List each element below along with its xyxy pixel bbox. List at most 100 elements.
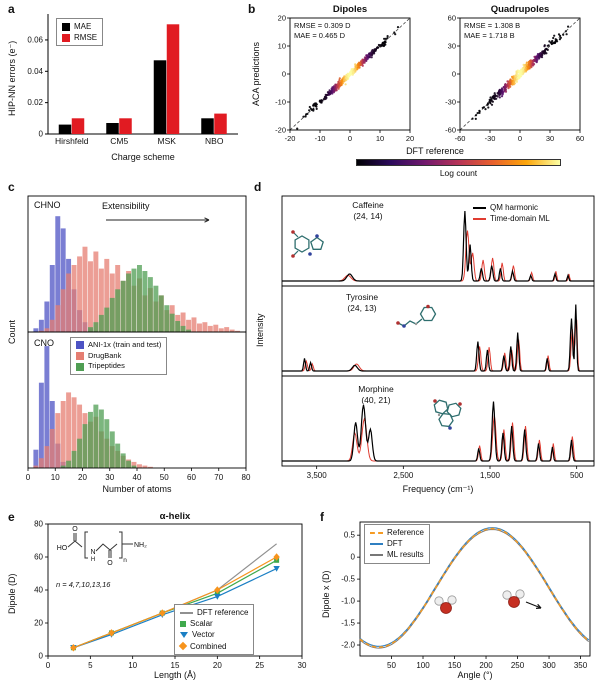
hist-bar — [218, 328, 224, 332]
x-tick-label: 20 — [78, 473, 87, 482]
qm-spectrum-line — [282, 304, 594, 372]
x-tick-label: 1,500 — [480, 471, 501, 480]
scatter-point — [518, 70, 521, 73]
hist-bar — [77, 256, 83, 332]
hist-bar — [147, 277, 153, 332]
reference-dash-swatch-icon — [370, 531, 383, 534]
scatter-point — [349, 71, 352, 74]
x-tick-label: 15 — [171, 661, 180, 670]
x-tick-label: -10 — [315, 134, 326, 143]
scatter-point — [515, 75, 518, 78]
spectra-charts-svg: 3,500 2,500 1,500 500 — [281, 195, 595, 480]
scatter-point — [384, 37, 387, 41]
x-tick-label: 30 — [298, 661, 307, 670]
atom-dot — [402, 324, 406, 328]
scatter-point — [520, 69, 523, 72]
bar-rmse-msk — [166, 24, 180, 134]
hist-bar — [137, 464, 142, 468]
legend-label-combined: Combined — [190, 641, 227, 651]
legend-item-ml: Time-domain ML — [473, 214, 550, 223]
panel-b: b -20 -10 0 10 20 -20 -10 0 10 20 -60 -30 0 30 60 -60 -3… — [246, 2, 600, 178]
scatter-point — [296, 127, 299, 130]
hist-bar — [60, 289, 66, 332]
atom-label-o: O — [72, 526, 78, 533]
scatter-point — [474, 117, 477, 120]
marker-diamond — [108, 629, 115, 637]
marker-triangle-down — [273, 565, 280, 572]
x-tick-label: 350 — [574, 661, 588, 670]
scatter-point — [336, 85, 339, 88]
x-tick-label: -60 — [455, 134, 466, 143]
scatter-point — [522, 70, 525, 73]
scatter-point — [471, 117, 474, 120]
quadrupoles-title: Quadrupoles — [490, 4, 550, 15]
legend-label-mae: MAE — [74, 22, 92, 31]
rmse-swatch-icon — [62, 33, 70, 42]
scatter-point — [511, 79, 514, 82]
y-tick-label: -30 — [445, 98, 456, 107]
scatter-point — [308, 109, 311, 112]
hist-bar — [224, 327, 230, 332]
y-tick-label: -1.5 — [341, 619, 355, 628]
scatter-point — [362, 61, 366, 64]
scatter-point — [536, 58, 539, 61]
tyrosine-name: Tyrosine — [345, 292, 379, 302]
x-tick-label: 30 — [546, 134, 554, 143]
y-tick-label: 60 — [34, 553, 43, 562]
bar-rmse-hirshfeld — [71, 118, 85, 134]
legend-label-reference: Reference — [387, 528, 424, 537]
bar-mae-hirshfeld — [58, 124, 72, 134]
scatter-point — [381, 41, 384, 44]
legend-label-ml: Time-domain ML — [490, 214, 550, 224]
quadrupoles-stats: RMSE = 1.308 B MAE = 1.718 B — [464, 21, 520, 41]
panel-label-b: b — [248, 2, 256, 16]
x-tick-label: 300 — [542, 661, 556, 670]
scatter-point — [508, 81, 511, 84]
double-bond — [108, 550, 112, 558]
hist-bar — [44, 301, 50, 332]
hist-bar — [109, 297, 115, 332]
x-tick-label: 60 — [576, 134, 584, 143]
x-axis-title-d: Frequency (cm⁻¹) — [402, 484, 474, 494]
scatter-point — [562, 33, 565, 36]
legend-f: Reference DFT ML results — [364, 524, 430, 564]
hist-bar — [44, 446, 50, 468]
legend-e: DFT reference Scalar Vector Combined — [174, 604, 255, 655]
legend-item-qm: QM harmonic — [473, 203, 550, 212]
legend-label-tripeptides: Tripeptides — [88, 361, 125, 371]
scatter-point — [342, 76, 345, 79]
scatter-point — [312, 103, 315, 106]
scatter-point — [382, 44, 385, 47]
cno-tag: CNO — [34, 338, 54, 348]
hist-bar — [104, 258, 110, 332]
ring-bond — [419, 306, 437, 322]
x-tick-label: 250 — [511, 661, 525, 670]
scatter-point — [511, 76, 514, 79]
scatter-point — [347, 75, 350, 78]
hist-bar — [131, 465, 137, 468]
scatter-point — [487, 106, 490, 109]
scatter-point — [334, 85, 337, 88]
scatter-point — [308, 105, 311, 109]
scatter-point — [335, 87, 338, 90]
scatter-point — [386, 37, 389, 40]
atom-dot — [437, 413, 441, 417]
scatter-point — [537, 55, 540, 58]
hist-bar — [158, 295, 164, 332]
scatter-point — [332, 89, 335, 92]
panel-label-d: d — [254, 180, 262, 194]
scatter-point — [548, 40, 551, 43]
hist-bar — [169, 313, 175, 332]
morphine-label: Morphine (40, 21) — [344, 384, 408, 405]
bracket-close — [119, 531, 123, 559]
atom-dot — [458, 402, 462, 406]
hist-bar — [77, 404, 83, 468]
vector-triangle-swatch-icon — [180, 631, 188, 638]
bar-mae-cm5 — [106, 123, 119, 134]
atom-dot — [308, 252, 312, 256]
x-tick-label: 3,500 — [307, 471, 328, 480]
scatter-point — [371, 52, 374, 56]
scatter-point — [474, 114, 478, 117]
scatter-point — [478, 109, 481, 112]
legend-label-ani1x: ANI-1x (train and test) — [88, 340, 162, 349]
